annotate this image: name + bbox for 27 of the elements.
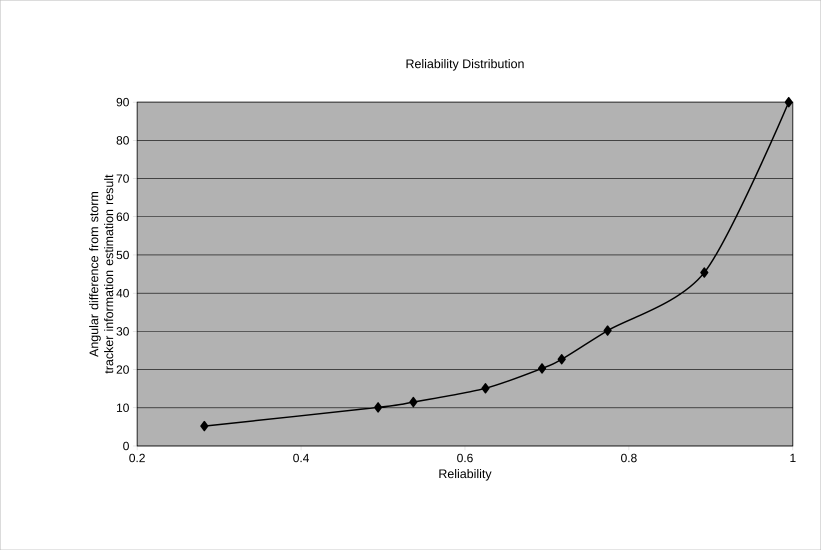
x-axis-title: Reliability [439, 468, 492, 481]
point [200, 420, 208, 432]
y-tick-label: 30 [116, 327, 129, 336]
x-tick-label: 0.4 [293, 454, 310, 462]
point [558, 354, 566, 364]
point [603, 325, 612, 336]
point [538, 363, 546, 374]
y-tick-label: 60 [116, 212, 129, 221]
point [481, 382, 490, 394]
point [409, 396, 418, 408]
x-tick-label: 0.6 [457, 454, 473, 462]
y-tick-label: 70 [116, 174, 129, 183]
y-tick-label: 20 [116, 365, 129, 374]
y-tick-label: 50 [116, 250, 129, 260]
y-tick-label: 80 [116, 136, 129, 145]
x-tick-label: 0.8 [621, 454, 637, 462]
point [374, 402, 382, 413]
chart-title: Reliability Distribution [406, 58, 524, 71]
y-tick-label: 40 [116, 288, 129, 298]
y-tick-label: 0 [123, 442, 129, 450]
x-tick-label: 1 [790, 454, 796, 462]
point [700, 267, 708, 278]
y-tick-label: 90 [116, 98, 129, 106]
point [784, 96, 793, 108]
y-axis-title: Angular difference from storm tracker information estimation result [89, 174, 114, 374]
x-tick-label: 0.2 [129, 454, 145, 462]
y-tick-label: 10 [116, 403, 129, 412]
